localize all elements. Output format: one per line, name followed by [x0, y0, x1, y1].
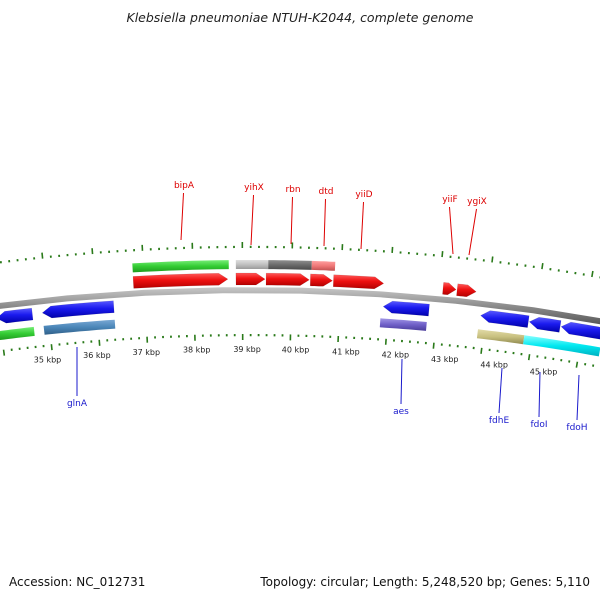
green-block	[132, 260, 229, 273]
kbp-label: 39 kbp	[233, 345, 261, 354]
gene-label-yihX: yihX	[244, 183, 264, 193]
gene-leader-line	[498, 367, 503, 414]
kbp-label: 41 kbp	[332, 347, 360, 356]
kbp-label: 37 kbp	[133, 348, 161, 357]
outer-tick	[441, 251, 444, 258]
forward-cds-arrow	[456, 283, 477, 298]
genome-backbone	[0, 287, 600, 325]
kbp-label: 42 kbp	[382, 350, 410, 359]
gene-leader-line	[400, 358, 403, 405]
gene-leader-line	[323, 198, 326, 247]
gene-label-ygiX: ygiX	[467, 197, 487, 207]
cyan-block	[523, 335, 600, 357]
darkgray-block	[268, 260, 312, 270]
gene-leader-line	[250, 194, 254, 246]
gene-label-glnA: glnA	[67, 399, 88, 409]
forward-cds-arrow	[235, 272, 266, 286]
green-block	[0, 326, 35, 341]
map-title: Klebsiella pneumoniae NTUH-K2044, comple…	[126, 10, 474, 25]
inner-tick-ring	[2, 333, 595, 368]
gene-label-yiiD: yiiD	[355, 190, 372, 200]
gray-block	[235, 260, 269, 270]
forward-cds-arrow	[332, 274, 385, 290]
gene-label-yiiF: yiiF	[442, 195, 458, 205]
inner-tick	[2, 349, 6, 356]
kbp-label: 45 kbp	[530, 367, 558, 376]
kbp-label: 43 kbp	[431, 355, 459, 364]
feature-blocks	[0, 260, 600, 357]
gene-leader-line	[449, 206, 454, 255]
kbp-label: 36 kbp	[83, 351, 111, 360]
kbp-ruler-labels: 35 kbp 36 kbp 37 kbp 38 kbp 39 kbp 40 kbp 41 k…	[34, 345, 558, 376]
inner-tick	[480, 347, 483, 354]
accession-label: Accession: NC_012731	[9, 575, 146, 589]
reverse-cds-arrow	[480, 310, 530, 328]
forward-cds-arrow	[309, 273, 333, 287]
pink-block	[311, 260, 336, 271]
reverse-cds-arrow	[0, 307, 34, 324]
cds-features	[0, 272, 600, 340]
inner-tick	[575, 361, 579, 368]
kbp-label: 38 kbp	[183, 346, 211, 355]
reverse-cds-arrow	[41, 300, 115, 319]
inner-tick	[50, 344, 53, 351]
gene-label-fdoI: fdoI	[530, 420, 547, 430]
kbp-label: 40 kbp	[282, 346, 310, 355]
gene-label-dtd: dtd	[319, 187, 334, 197]
outer-tick	[541, 263, 544, 270]
outer-tick	[41, 252, 44, 259]
reverse-cds-arrow	[528, 316, 562, 333]
forward-cds-arrow	[132, 272, 229, 289]
reverse-cds-arrow	[560, 321, 600, 340]
forward-cds-arrow	[442, 282, 457, 296]
gene-label-fdoH: fdoH	[566, 423, 587, 433]
gene-label-aes: aes	[393, 407, 409, 417]
gene-leader-line	[576, 374, 580, 421]
inner-tick	[432, 342, 435, 349]
gene-label-bipA: bipA	[174, 181, 195, 191]
gene-leader-line	[290, 196, 293, 245]
kbp-label: 44 kbp	[480, 361, 508, 370]
outer-tick	[591, 270, 594, 278]
gene-leader-line	[360, 201, 364, 250]
kbp-label: 35 kbp	[34, 356, 62, 365]
inner-tick	[527, 354, 531, 361]
steelblue-block	[43, 319, 116, 335]
gene-labels: bipA yihX rbn dtd yiiD yiiF ygiX glnA aes fdhE fdo…	[67, 181, 588, 433]
outer-tick-ring	[0, 242, 600, 279]
forward-cds-arrow	[265, 272, 310, 286]
gene-leader-line	[180, 192, 184, 241]
genome-summary: Topology: circular; Length: 5,248,520 bp…	[260, 575, 590, 589]
gene-leader-line	[538, 371, 541, 418]
gene-leader-line	[468, 208, 477, 256]
khaki-block	[476, 329, 525, 345]
gene-label-fdhE: fdhE	[489, 416, 510, 426]
purple-block	[379, 318, 427, 331]
outer-tick	[491, 256, 494, 263]
reverse-cds-arrow	[382, 300, 430, 317]
backbone-arc	[0, 287, 600, 325]
gene-label-rbn: rbn	[285, 185, 300, 195]
